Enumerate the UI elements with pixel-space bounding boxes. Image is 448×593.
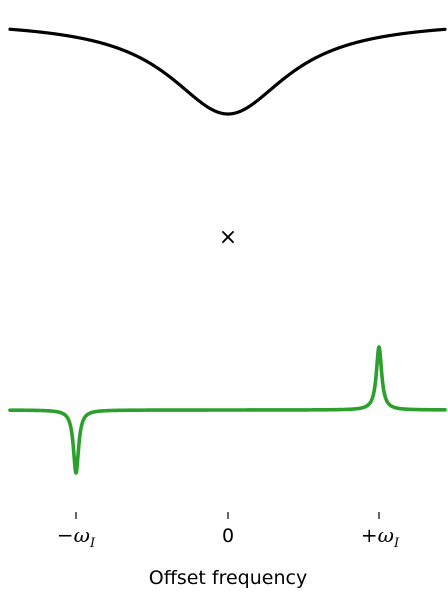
x-tick-label-plus: +ωI — [361, 523, 400, 551]
x-tick-label-minus: −ωI — [57, 523, 96, 551]
sideband-response-curve — [8, 345, 447, 475]
multiply-symbol: × — [219, 225, 237, 250]
x-axis-title: Offset frequency — [149, 567, 307, 589]
lorentzian-dip-curve — [8, 27, 447, 116]
x-tick-label-zero: 0 — [222, 525, 234, 547]
x-axis: −ωI 0 +ωI Offset frequency — [57, 512, 400, 589]
